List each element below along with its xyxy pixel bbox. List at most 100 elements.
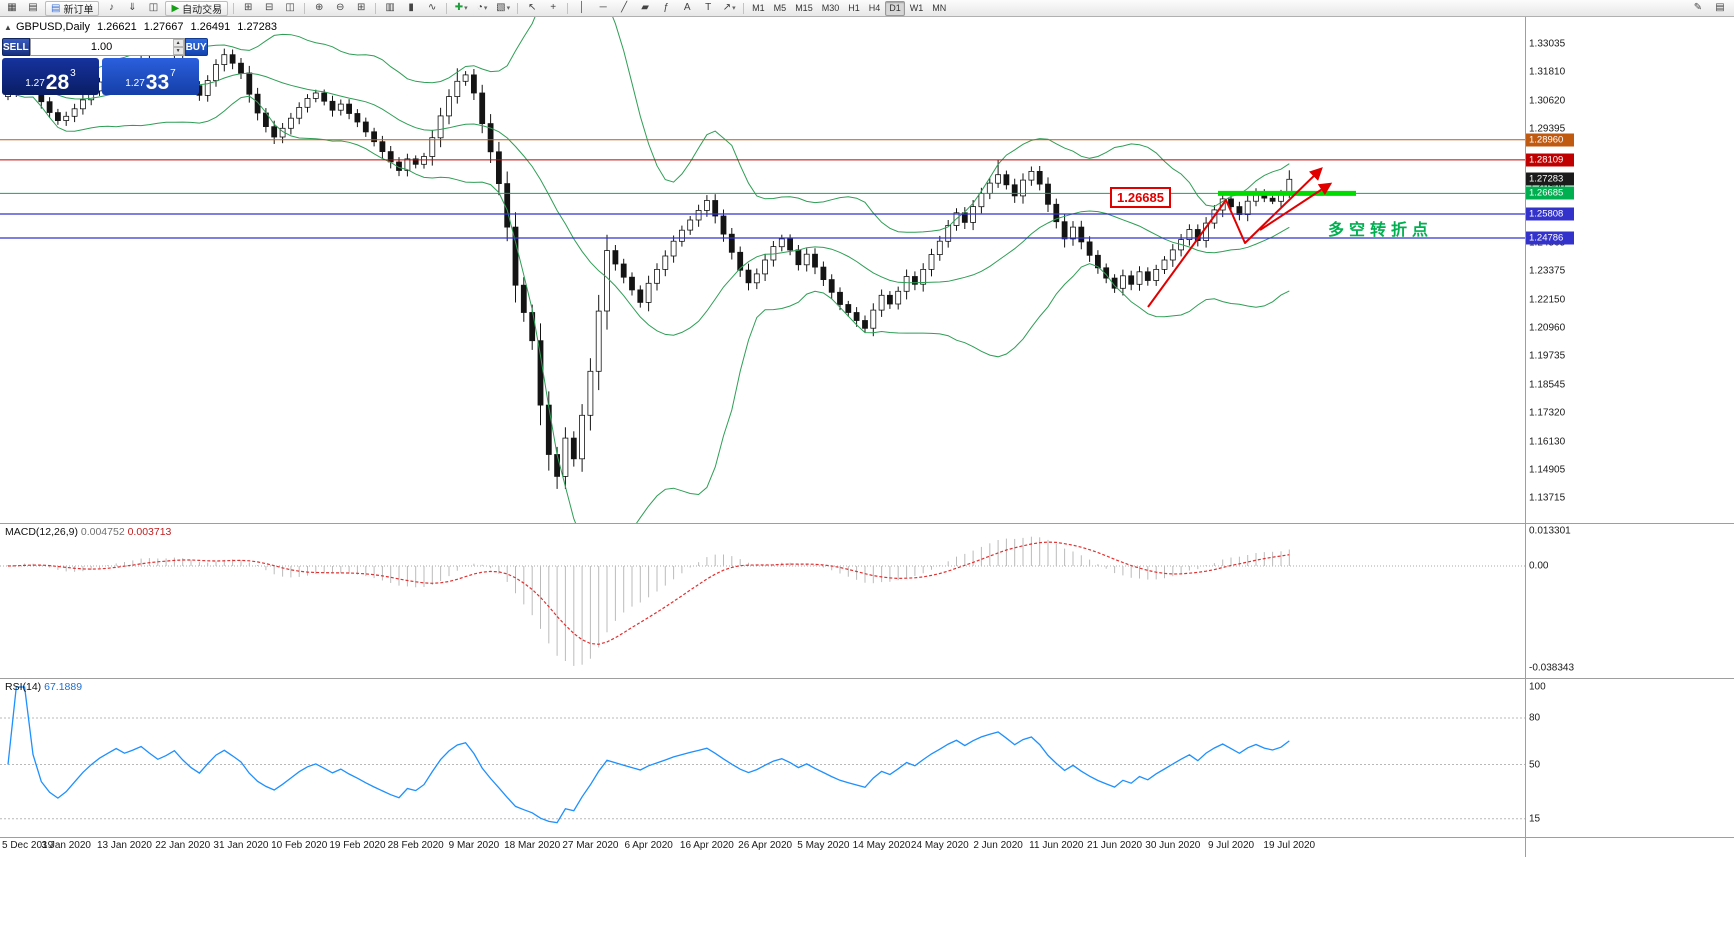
date-axis-label: 6 Apr 2020 xyxy=(624,840,673,851)
buy-button[interactable]: BUY xyxy=(184,38,208,56)
rsi-scale-label: 100 xyxy=(1529,681,1546,693)
buy-price-pips: 33 xyxy=(145,71,170,94)
vertical-line-icon[interactable]: │ xyxy=(579,2,586,13)
lot-decrease-button[interactable]: ▼ xyxy=(172,47,184,55)
date-axis-label: 5 May 2020 xyxy=(797,840,850,851)
rsi-label: RSI(14) 67.1889 xyxy=(5,681,82,693)
date-axis-label: 16 Apr 2020 xyxy=(679,840,734,851)
timeframe-w1[interactable]: W1 xyxy=(909,3,924,13)
toolbar-separator xyxy=(233,2,235,14)
one-click-trading-panel: SELL ▲ ▼ BUY 1.27 28 3 1.27 33 7 xyxy=(2,38,208,95)
zoom-out-icon[interactable]: ⊖ xyxy=(335,2,345,13)
auto-trading-button[interactable]: ▶ 自动交易 xyxy=(165,0,229,16)
price-line-label: 1.24786 xyxy=(1526,231,1574,245)
toolbar: ▦ ▤ ▤ 新订单 ♪ ⇓ ◫ ▶ 自动交易 ⊞ ⊟ ◫ ⊕ ⊖ ⊞ ▥ ▮ ∿ ✚ ▾ ◔ ▾ ▧ ▾ ↖ + │ ─ ╱ ▰ ƒ A T ↗ ▾… xyxy=(0,0,1734,17)
date-axis-separator xyxy=(0,837,1734,838)
horizontal-line-icon[interactable]: ─ xyxy=(599,2,607,13)
sell-price-big: 1.27 xyxy=(25,78,45,89)
new-order-icon: ▤ xyxy=(51,2,61,14)
price-annotation-label[interactable]: 1.26685 xyxy=(1110,187,1171,208)
lot-size-box: ▲ ▼ xyxy=(29,38,185,56)
main-chart-canvas[interactable] xyxy=(0,17,1525,523)
templates-icon[interactable]: ▧ ▾ xyxy=(496,2,511,13)
timeframe-h1[interactable]: H1 xyxy=(848,3,860,13)
zoom-in-icon[interactable]: ⊕ xyxy=(314,2,324,13)
cascade-windows-icon[interactable]: ⊟ xyxy=(264,2,274,13)
date-axis-label: 2 Jun 2020 xyxy=(973,840,1023,851)
sell-price-box[interactable]: 1.27 28 3 xyxy=(2,58,99,95)
new-order-button[interactable]: ▤ 新订单 xyxy=(45,0,100,16)
date-axis-label: 22 Jan 2020 xyxy=(155,840,211,851)
date-axis-label: 10 Feb 2020 xyxy=(271,840,328,851)
date-axis-label: 9 Jul 2020 xyxy=(1207,840,1255,851)
tile-windows-icon[interactable]: ⊞ xyxy=(243,2,253,13)
date-axis-label: 31 Jan 2020 xyxy=(213,840,269,851)
periods-icon[interactable]: ◔ ▾ xyxy=(476,2,488,13)
timeframe-m1[interactable]: M1 xyxy=(752,3,765,13)
date-axis-label: 13 Jan 2020 xyxy=(96,840,152,851)
price-axis-label: 1.28205 xyxy=(1529,152,1566,164)
price-axis-label: 1.24565 xyxy=(1529,237,1566,249)
panel-icon[interactable]: ▤ xyxy=(1715,2,1725,13)
date-axis-label: 19 Jul 2020 xyxy=(1263,840,1316,851)
text-label-icon[interactable]: T xyxy=(705,2,712,13)
price-line-label: 1.28960 xyxy=(1526,133,1574,147)
date-axis-label: 21 Jun 2020 xyxy=(1087,840,1143,851)
rsi-panel-separator[interactable] xyxy=(0,678,1734,679)
trade-panel-collapse-icon[interactable]: ▲ xyxy=(4,23,12,32)
timeframe-m30[interactable]: M30 xyxy=(821,3,840,13)
navigator-icon[interactable]: ◫ xyxy=(148,2,159,13)
channel-icon[interactable]: ▰ xyxy=(641,2,649,13)
toolbar-separator xyxy=(446,2,448,14)
rsi-panel-canvas[interactable] xyxy=(0,679,1525,837)
crosshair-icon[interactable]: + xyxy=(550,2,557,13)
timeframe-d1[interactable]: D1 xyxy=(885,0,905,16)
date-axis-label: 19 Feb 2020 xyxy=(329,840,386,851)
macd-scale-label: -0.038343 xyxy=(1529,662,1575,674)
price-axis-label: 1.30620 xyxy=(1529,95,1566,107)
bar-chart-icon[interactable]: ▥ xyxy=(385,2,395,13)
lot-size-input[interactable] xyxy=(30,39,173,55)
buy-price-box[interactable]: 1.27 33 7 xyxy=(102,58,199,95)
timeframe-m5[interactable]: M5 xyxy=(773,3,787,13)
date-axis-label: 30 Jun 2020 xyxy=(1145,840,1201,851)
macd-panel-canvas[interactable] xyxy=(0,524,1525,678)
text-icon[interactable]: A xyxy=(683,2,691,13)
price-axis-label: 1.25790 xyxy=(1529,208,1566,220)
date-axis-label: 26 Apr 2020 xyxy=(738,840,793,851)
cn-annotation-text[interactable]: 多空转折点 xyxy=(1328,222,1434,239)
timeframe-m15[interactable]: M15 xyxy=(795,3,813,13)
indicators-icon[interactable]: ✚ ▾ xyxy=(454,2,468,13)
arrows-icon[interactable]: ↗ ▾ xyxy=(722,2,736,13)
sell-button[interactable]: SELL xyxy=(2,38,30,56)
macd-main-value: 0.004752 xyxy=(80,526,125,538)
data-window-icon[interactable]: ⇓ xyxy=(128,2,137,13)
cursor-icon[interactable]: ↖ xyxy=(527,2,537,13)
line-chart-icon[interactable]: ∿ xyxy=(427,2,437,13)
profiles-icon[interactable]: ▤ xyxy=(28,2,38,13)
timeframe-mn[interactable]: MN xyxy=(932,3,947,13)
ohlc-close: 1.27283 xyxy=(237,21,278,33)
chart-title: GBPUSD,Daily 1.26621 1.27667 1.26491 1.2… xyxy=(16,21,277,33)
ohlc-low: 1.26491 xyxy=(190,21,231,33)
price-axis-label: 1.20960 xyxy=(1529,322,1566,334)
price-line-label: 1.26685 xyxy=(1526,186,1574,200)
macd-panel-separator[interactable] xyxy=(0,523,1734,524)
price-axis-label: 1.18545 xyxy=(1529,379,1566,391)
price-axis-label: 1.23375 xyxy=(1529,265,1566,277)
timeframe-h4[interactable]: H4 xyxy=(868,3,881,13)
fibonacci-icon[interactable]: ƒ xyxy=(663,2,669,13)
compose-icon[interactable]: ✎ xyxy=(1693,2,1703,13)
buy-price-point: 7 xyxy=(170,68,176,79)
current-price-label: 1.27283 xyxy=(1526,172,1574,186)
grid-icon[interactable]: ⊞ xyxy=(356,2,366,13)
price-axis-label: 1.17320 xyxy=(1529,407,1566,419)
market-watch-icon[interactable]: ♪ xyxy=(108,2,114,13)
trendline-icon[interactable]: ╱ xyxy=(621,2,628,13)
candlestick-chart-icon[interactable]: ▮ xyxy=(408,2,414,13)
macd-scale-label: 0.00 xyxy=(1529,560,1549,572)
lot-increase-button[interactable]: ▲ xyxy=(172,39,184,47)
tile-vertical-icon[interactable]: ◫ xyxy=(285,2,295,13)
ohlc-open: 1.26621 xyxy=(96,21,137,33)
new-chart-icon[interactable]: ▦ xyxy=(7,2,17,13)
